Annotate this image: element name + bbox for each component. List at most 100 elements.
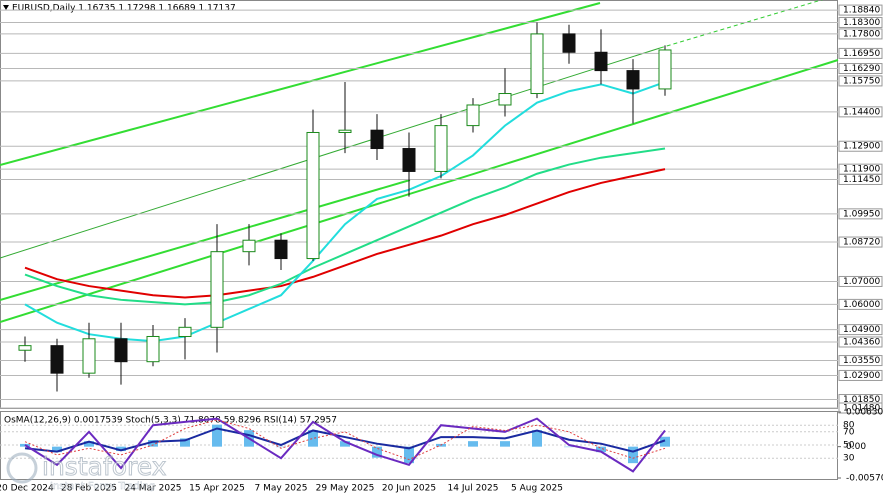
y-tick-box [838, 355, 883, 367]
y-tick-box [838, 140, 883, 152]
watermark-brand: instaforex [42, 452, 167, 481]
y-tick-box [838, 28, 883, 40]
menu-icon[interactable] [3, 5, 9, 10]
histogram-bar [52, 446, 62, 453]
y2-tick-label: -0.005702 [846, 474, 883, 484]
y-tick-label: 1.16290 [843, 64, 880, 74]
candle-body [594, 51, 608, 72]
candle-body [402, 148, 416, 172]
y-tick-box [838, 298, 883, 310]
histogram-bar [660, 436, 670, 447]
y-tick-box [838, 4, 883, 16]
histogram-bar [628, 446, 638, 464]
y-tick-label: 70 [843, 427, 855, 437]
y-tick-box [838, 173, 883, 185]
y-tick-label: 1.15750 [843, 76, 880, 86]
series-line [24, 417, 666, 473]
y-tick-box [838, 369, 883, 381]
candle-body [82, 338, 96, 374]
x-tick-label: 28 Feb 2025 [61, 484, 117, 494]
y-tick-label: 1.01850 [843, 395, 880, 405]
histogram-bar [404, 446, 414, 464]
y-tick-box [838, 75, 883, 87]
x-tick-label: 15 Apr 2025 [189, 484, 245, 494]
x-tick-label: 24 Mar 2025 [124, 484, 181, 494]
histogram-bar [212, 424, 222, 447]
y-tick-label: 50 [843, 441, 855, 451]
y-tick-box [838, 324, 883, 336]
candle-body [370, 129, 384, 150]
x-tick-label: 14 Jul 2025 [448, 484, 499, 494]
y-tick-label: 1.17800 [843, 29, 880, 39]
series-line [24, 147, 666, 306]
y-tick-box [838, 47, 883, 59]
histogram-bar [84, 441, 94, 447]
y-tick-label: 1.16950 [843, 49, 880, 59]
channel-line [0, 2, 601, 166]
y-tick-label: 80 [843, 421, 855, 431]
histogram-bar [596, 446, 606, 453]
histogram-bar [180, 438, 190, 447]
candle-body [498, 93, 512, 106]
candle-body [466, 104, 480, 127]
candle-body [242, 239, 256, 253]
y-tick-label: 1.07000 [843, 277, 880, 287]
candle-body [274, 239, 288, 260]
x-tick-label: 7 May 2025 [255, 484, 308, 494]
channel-line [0, 47, 661, 259]
candle-body [146, 335, 160, 363]
histogram-bar [468, 441, 478, 447]
y-tick-label: 1.06000 [843, 300, 880, 310]
y-tick-label: 1.01480 [843, 404, 880, 414]
y-tick-box [838, 402, 883, 414]
channel-line [0, 179, 411, 301]
y-tick-label: 1.02900 [843, 371, 880, 381]
candle-body [178, 326, 192, 337]
watermark: instaforex Instant Forex Trading [6, 452, 167, 492]
y-tick-label: 1.08720 [843, 238, 880, 248]
histogram-bar [340, 441, 350, 447]
watermark-logo [6, 452, 38, 484]
y-tick-box [838, 106, 883, 118]
x-tick-label: 5 Aug 2025 [511, 484, 563, 494]
candle-body [434, 125, 448, 172]
candle-body [658, 49, 672, 90]
histogram-bar [372, 446, 382, 458]
histogram-bar [116, 446, 126, 452]
channel-line [0, 59, 839, 323]
y-tick-label: 1.11900 [843, 165, 880, 175]
x-tick-label: 20 Dec 2024 [0, 484, 54, 494]
x-tick-label: 29 May 2025 [316, 484, 375, 494]
histogram-bar [276, 446, 286, 448]
candle-body [626, 70, 640, 90]
series-line [24, 81, 666, 343]
series-line [24, 168, 666, 299]
x-tick-label: 20 Jun 2025 [382, 484, 436, 494]
y-tick-box [838, 63, 883, 75]
histogram-bar [564, 446, 574, 448]
y-tick-label: 1.14400 [843, 107, 880, 117]
y-tick-label: 1.11450 [843, 175, 880, 185]
watermark-tagline: Instant Forex Trading [50, 481, 155, 492]
y-tick-box [838, 16, 883, 28]
histogram-bar [308, 430, 318, 447]
y-tick-label: 1.09950 [843, 209, 880, 219]
candle-body [210, 251, 224, 328]
y-tick-box [838, 275, 883, 287]
histogram-bar [532, 430, 542, 447]
y-tick-box [838, 236, 883, 248]
channel-line [659, 0, 823, 49]
candle-body [114, 338, 128, 363]
candle-body [18, 345, 32, 351]
histogram-bar [500, 441, 510, 447]
y-tick-label: 1.03550 [843, 356, 880, 366]
y-tick-box [838, 336, 883, 348]
candle-body [306, 131, 320, 260]
y-tick-label: 1.04360 [843, 337, 880, 347]
candle-body [562, 33, 576, 53]
chart-title: EURUSD,Daily 1.16735 1.17298 1.16689 1.1… [12, 4, 236, 14]
candle-body [50, 345, 64, 374]
candle-body [338, 129, 352, 133]
histogram-bar [148, 440, 158, 447]
